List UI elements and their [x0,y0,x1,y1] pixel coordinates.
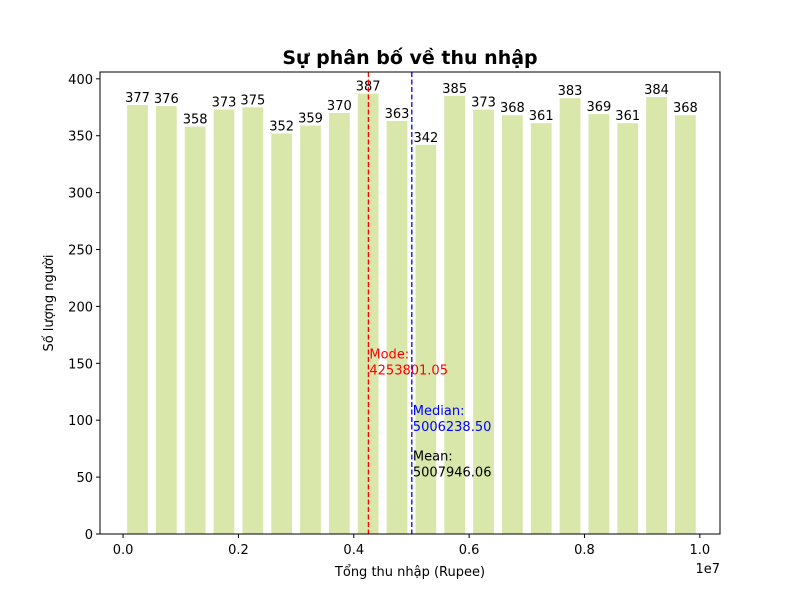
bar-value-label-14: 368 [500,101,525,116]
x-tick-label: 0.8 [574,543,595,558]
bar-value-label-11: 342 [413,131,438,146]
y-tick-label: 400 [68,73,93,88]
y-tick-label: 50 [76,471,93,486]
bar-value-label-12: 385 [442,82,467,97]
bar-12 [444,95,466,535]
y-tick-label: 150 [68,357,93,372]
mode-annotation-label: Mode: [369,347,409,362]
bar-10 [386,120,408,535]
bar-3 [184,126,206,534]
bar-19 [646,97,667,534]
x-axis-ticks: 0.0 0.2 0.4 0.6 0.8 1.0 [113,534,710,558]
y-tick-label: 300 [68,187,93,202]
y-tick-label: 250 [68,244,93,259]
bar-11 [415,144,437,535]
y-tick-label: 350 [68,130,93,145]
bar-value-label-10: 363 [385,107,410,122]
chart-title: Sự phân bố về thu nhập [282,46,537,69]
bar-value-label-20: 368 [673,101,698,116]
bar-7 [300,125,321,534]
mode-annotation-value: 4253801.05 [369,363,448,378]
median-annotation-label: Median: [413,404,465,419]
bar-16 [559,98,581,534]
x-tick-label: 0.2 [228,543,249,558]
plot-frame [99,71,721,535]
bar-value-label-19: 384 [644,83,669,98]
x-tick-label: 0.6 [459,543,480,558]
bar-8 [328,112,350,534]
bar-value-label-17: 369 [586,100,611,115]
x-tick-label: 0.4 [343,543,364,558]
bar-value-label-6: 352 [269,119,294,134]
bar-17 [588,114,610,534]
bar-1 [127,105,148,534]
bar-value-label-5: 375 [240,93,265,108]
bar-20 [675,115,696,534]
bar-value-label-7: 359 [298,111,323,126]
y-axis-ticks: 0 50 100 150 200 250 300 350 400 [68,73,100,543]
median-annotation-value: 5006238.50 [413,420,492,435]
bar-13 [473,109,494,534]
bar-5 [242,107,264,534]
x-axis-offset-label: 1e7 [695,562,720,577]
bar-15 [530,123,552,534]
mean-annotation-value: 5007946.06 [413,466,492,481]
y-tick-label: 100 [68,414,93,429]
mean-annotation-label: Mean: [413,450,453,465]
bar-18 [617,123,639,534]
y-tick-label: 200 [68,300,93,315]
bar-14 [501,115,523,534]
bar-value-label-8: 370 [327,99,352,114]
x-tick-label: 1.0 [689,543,710,558]
bar-value-label-3: 358 [183,113,208,128]
bar-value-label-1: 377 [125,91,150,106]
bar-2 [155,106,177,534]
bar-6 [271,133,293,534]
x-tick-label: 0.0 [113,543,134,558]
bar-value-label-2: 376 [154,92,179,107]
bar-value-label-16: 383 [558,84,583,99]
bar-4 [213,109,235,534]
bar-value-label-13: 373 [471,96,496,111]
y-tick-label: 0 [85,528,93,543]
bars-layer [127,93,696,535]
bar-value-label-15: 361 [529,109,554,124]
x-axis-label: Tổng thu nhập (Rupee) [334,565,485,580]
reference-lines-layer: Mode:4253801.05 Median:5006238.50 Mean:500… [367,72,492,534]
bar-value-label-4: 373 [212,96,237,111]
bar-value-label-18: 361 [615,109,640,124]
y-axis-label: Số lượng người [42,254,57,351]
